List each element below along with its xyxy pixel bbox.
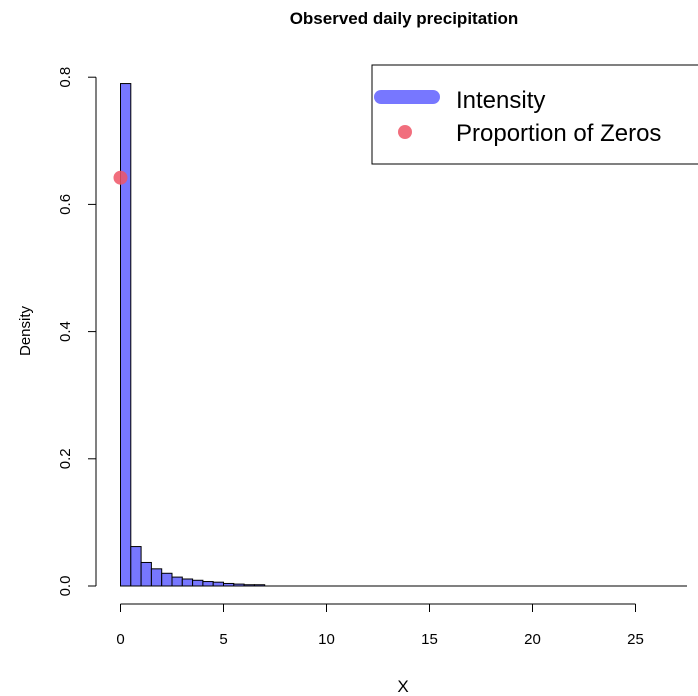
x-tick-label: 10: [318, 631, 335, 648]
histogram-bar: [121, 84, 131, 586]
points: [114, 171, 128, 185]
histogram-bar: [203, 582, 213, 586]
x-axis: 0 5 10 15 20 25: [116, 604, 644, 648]
x-axis-title: X: [397, 677, 408, 696]
histogram-bar: [213, 582, 223, 586]
histogram-bar: [131, 547, 141, 586]
y-axis-title: Density: [17, 305, 34, 356]
y-tick-label: 0.0: [57, 576, 74, 597]
proportion-zeros-point: [114, 171, 128, 185]
y-tick-label: 0.2: [57, 448, 74, 469]
histogram-bar: [172, 577, 182, 586]
legend: Intensity Proportion of Zeros: [372, 65, 698, 164]
legend-intensity-label: Intensity: [456, 87, 545, 114]
x-tick-label: 20: [524, 631, 541, 648]
x-tick-label: 0: [116, 631, 124, 648]
x-tick-label: 5: [219, 631, 227, 648]
legend-zeros-label: Proportion of Zeros: [456, 120, 661, 147]
chart-title: Observed daily precipitation: [290, 9, 519, 28]
legend-box: [372, 65, 698, 164]
y-tick-label: 0.4: [57, 321, 74, 342]
y-tick-label: 0.6: [57, 194, 74, 215]
histogram-bar: [151, 569, 161, 586]
legend-zeros-swatch: [398, 125, 412, 139]
histogram-bar: [193, 580, 203, 586]
x-tick-label: 15: [421, 631, 438, 648]
histogram-bar: [182, 579, 192, 586]
x-tick-label: 25: [627, 631, 644, 648]
y-axis: 0.0 0.2 0.4 0.6 0.8: [57, 67, 96, 597]
y-tick-label: 0.8: [57, 67, 74, 88]
histogram-bar: [141, 562, 151, 586]
histogram-bar: [162, 573, 172, 586]
